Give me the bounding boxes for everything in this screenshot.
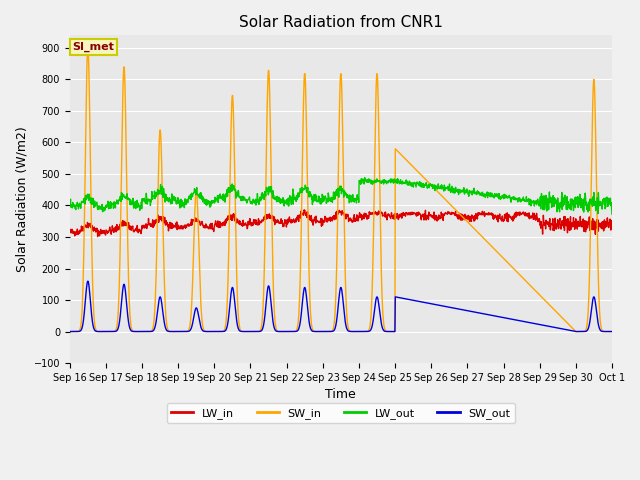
SW_out xyxy=(173,329,181,335)
LW_in xyxy=(608,223,616,229)
LW_in xyxy=(66,228,74,234)
SW_in xyxy=(84,45,92,51)
SW_in xyxy=(496,252,504,258)
LW_out xyxy=(247,199,255,205)
LW_in xyxy=(248,223,255,229)
SW_out xyxy=(187,326,195,332)
LW_out xyxy=(186,192,194,198)
SW_in xyxy=(187,316,195,322)
SW_out xyxy=(248,329,255,335)
LW_in xyxy=(300,207,308,213)
LW_out xyxy=(361,175,369,180)
Line: SW_in: SW_in xyxy=(70,48,612,332)
LW_out xyxy=(608,211,616,217)
LW_in xyxy=(94,234,102,240)
SW_out xyxy=(84,278,92,284)
SW_out xyxy=(426,300,433,306)
SW_in xyxy=(426,180,433,186)
SW_out xyxy=(544,324,552,329)
SW_in xyxy=(572,329,580,335)
SW_in xyxy=(66,329,74,335)
SW_out xyxy=(608,329,616,335)
LW_out xyxy=(66,204,74,209)
SW_out xyxy=(496,314,504,320)
LW_out xyxy=(544,196,552,202)
SW_out xyxy=(572,329,580,335)
LW_out xyxy=(426,185,433,191)
Y-axis label: Solar Radiation (W/m2): Solar Radiation (W/m2) xyxy=(15,126,28,272)
X-axis label: Time: Time xyxy=(326,388,356,401)
Text: SI_met: SI_met xyxy=(72,42,115,52)
LW_out xyxy=(173,200,181,205)
Line: LW_in: LW_in xyxy=(70,210,612,237)
SW_out xyxy=(66,329,74,335)
LW_out xyxy=(496,194,504,200)
Title: Solar Radiation from CNR1: Solar Radiation from CNR1 xyxy=(239,15,443,30)
LW_in xyxy=(545,219,552,225)
SW_in xyxy=(173,329,181,335)
LW_in xyxy=(173,223,181,229)
SW_in xyxy=(608,329,616,335)
Line: SW_out: SW_out xyxy=(70,281,612,332)
LW_in xyxy=(187,220,195,226)
Line: LW_out: LW_out xyxy=(70,178,612,214)
SW_in xyxy=(544,300,552,306)
Legend: LW_in, SW_in, LW_out, SW_out: LW_in, SW_in, LW_out, SW_out xyxy=(167,403,515,423)
LW_in xyxy=(426,212,433,218)
SW_in xyxy=(248,329,255,335)
LW_in xyxy=(497,215,504,221)
